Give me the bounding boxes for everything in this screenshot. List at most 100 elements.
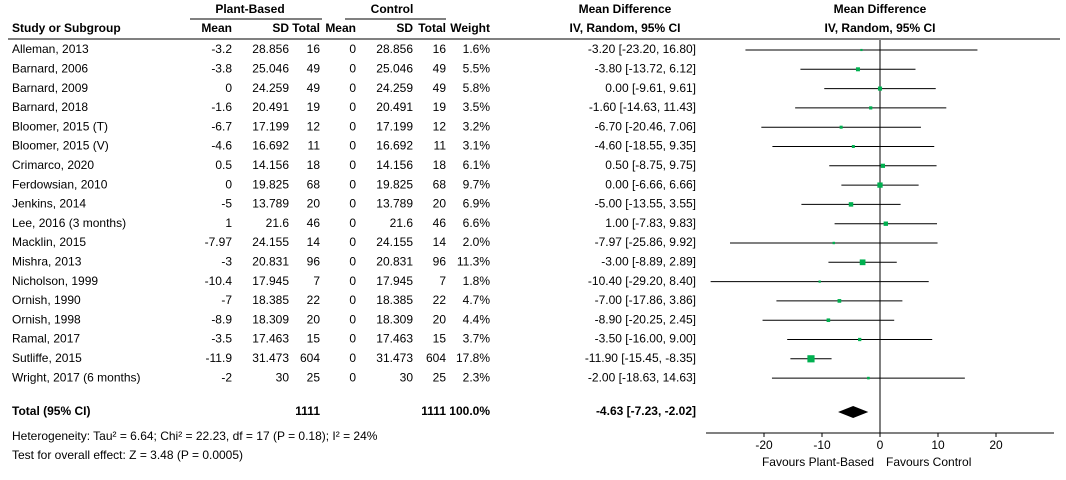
cell: 16: [433, 42, 447, 56]
cell: -8.90 [-20.25, 2.45]: [595, 312, 696, 326]
cell: 2.0%: [463, 235, 491, 249]
cell: 20.831: [252, 254, 289, 268]
study-name: Ornish, 1998: [12, 312, 81, 326]
cell: 24.259: [252, 81, 289, 95]
cell: -3: [221, 254, 232, 268]
cell: 6.1%: [463, 158, 491, 172]
cell: 7: [313, 274, 320, 288]
cell: 24.155: [252, 235, 289, 249]
cell: 19.825: [252, 177, 289, 191]
cell: 20: [307, 312, 321, 326]
cell: 25: [433, 370, 447, 384]
cell: 0.00 [-9.61, 9.61]: [605, 81, 696, 95]
cell: 30: [400, 370, 414, 384]
cell: -8.9: [211, 312, 232, 326]
cell: 68: [307, 177, 321, 191]
cell: 3.7%: [463, 332, 491, 346]
cell: 0: [349, 254, 356, 268]
weight-square: [877, 86, 883, 91]
study-name: Alleman, 2013: [12, 42, 89, 56]
cell: 9.7%: [463, 177, 491, 191]
study-name: Lee, 2016 (3 months): [12, 216, 126, 230]
cell: -7.00 [-17.86, 3.86]: [595, 293, 696, 307]
cell: 19: [307, 100, 321, 114]
cell: 0: [349, 177, 356, 191]
cell: 20: [433, 197, 447, 211]
study-name: Crimarco, 2020: [12, 158, 94, 172]
cell: -3.50 [-16.00, 9.00]: [595, 332, 696, 346]
cell: -5: [221, 197, 232, 211]
weight-square: [883, 221, 888, 226]
cell: -10.4: [205, 274, 233, 288]
study-name: Ramal, 2017: [12, 332, 80, 346]
cell: 20.491: [252, 100, 289, 114]
cell: 28.856: [376, 42, 413, 56]
cell: 20: [433, 312, 447, 326]
cell: 0.5: [215, 158, 232, 172]
favours-label: Favours Control: [886, 455, 971, 469]
favours-label: Favours Plant-Based: [762, 455, 874, 469]
column-header: IV, Random, 95% CI: [825, 21, 936, 35]
column-header: Study or Subgroup: [12, 21, 121, 35]
cell: 17.199: [252, 119, 289, 133]
cell: 0: [349, 61, 356, 75]
cell: 17.945: [376, 274, 413, 288]
cell: 14.156: [376, 158, 413, 172]
cell: 0: [349, 274, 356, 288]
cell: 17.463: [376, 332, 413, 346]
cell: 3.1%: [463, 139, 491, 153]
weight-square: [860, 48, 863, 52]
cell: 18.309: [252, 312, 289, 326]
cell: -3.20 [-23.20, 16.80]: [588, 42, 696, 56]
cell: -2: [221, 370, 232, 384]
cell: 0: [349, 235, 356, 249]
cell: 1.00 [-7.83, 9.83]: [605, 216, 696, 230]
x-tick-label: 0: [877, 438, 884, 452]
study-name: Sutliffe, 2015: [12, 351, 82, 365]
cell: 12: [307, 119, 321, 133]
cell: 1111: [421, 404, 446, 418]
column-header: SD: [396, 21, 413, 35]
weight-square: [855, 67, 860, 72]
cell: 25.046: [376, 61, 413, 75]
cell: 0: [349, 158, 356, 172]
cell: -3.80 [-13.72, 6.12]: [595, 61, 696, 75]
cell: 18.385: [376, 293, 413, 307]
cell: 0: [225, 81, 232, 95]
cell: 49: [307, 81, 321, 95]
cell: 0: [349, 370, 356, 384]
cell: -1.6: [211, 100, 232, 114]
cell: 25: [307, 370, 321, 384]
cell: 21.6: [390, 216, 414, 230]
weight-square: [869, 106, 873, 110]
cell: 14: [307, 235, 321, 249]
column-header: Weight: [450, 21, 490, 35]
study-name: Wright, 2017 (6 months): [12, 370, 141, 384]
cell: 1.8%: [463, 274, 491, 288]
cell: 5.8%: [463, 81, 491, 95]
weight-square: [839, 125, 843, 129]
study-name: Ferdowsian, 2010: [12, 177, 108, 191]
cell: -4.60 [-18.55, 9.35]: [595, 139, 696, 153]
weight-square: [851, 145, 855, 148]
cell: 68: [433, 177, 447, 191]
x-tick-label: 20: [989, 438, 1003, 452]
cell: 0: [349, 119, 356, 133]
cell: 11: [308, 139, 321, 153]
cell: 16: [307, 42, 321, 56]
cell: 15: [433, 332, 447, 346]
cell: 18: [433, 158, 447, 172]
cell: -4.6: [211, 139, 232, 153]
cell: 46: [307, 216, 321, 230]
cell: 13.789: [376, 197, 413, 211]
cell: 0: [349, 81, 356, 95]
cell: 0: [349, 197, 356, 211]
group-header: Mean Difference: [579, 2, 672, 16]
cell: 19.825: [376, 177, 413, 191]
cell: 22: [433, 293, 447, 307]
cell: 25.046: [252, 61, 289, 75]
cell: 18.385: [252, 293, 289, 307]
cell: 0.50 [-8.75, 9.75]: [605, 158, 696, 172]
x-tick-label: 10: [931, 438, 945, 452]
cell: -1.60 [-14.63, 11.43]: [589, 100, 696, 114]
